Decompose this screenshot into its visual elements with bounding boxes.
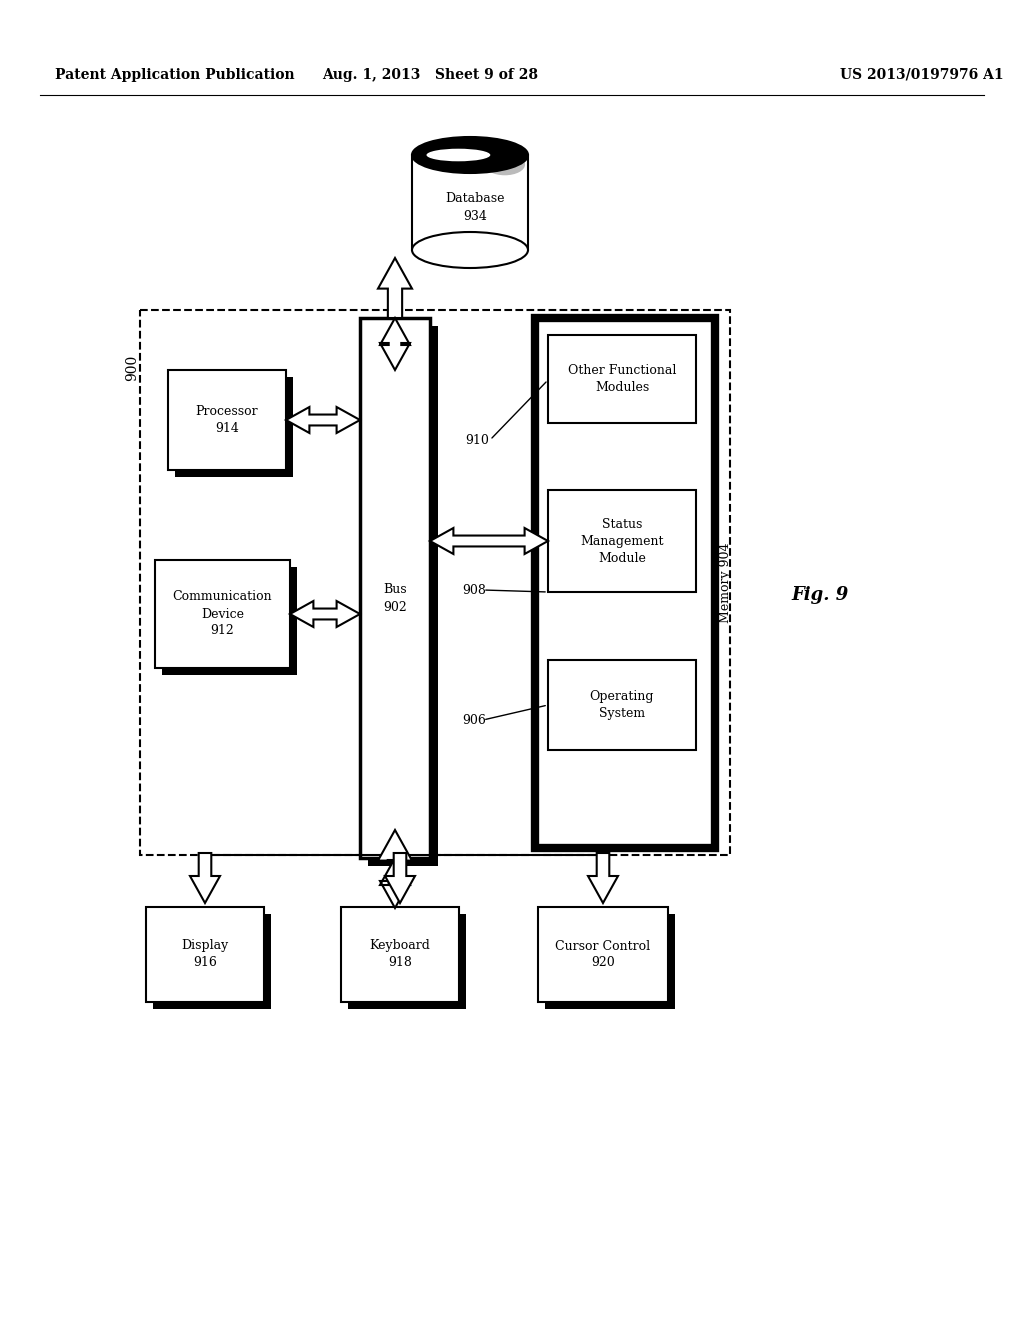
Bar (155, 560, 290, 668)
Text: US 2013/0197976 A1: US 2013/0197976 A1 (840, 69, 1004, 82)
Ellipse shape (427, 149, 490, 161)
Bar (368, 326, 438, 866)
Bar (548, 335, 696, 422)
Text: 900: 900 (125, 355, 139, 381)
Polygon shape (190, 853, 220, 903)
Bar (146, 907, 264, 1002)
Text: Status
Management
Module: Status Management Module (581, 517, 664, 565)
Text: 906: 906 (462, 714, 485, 726)
Text: Display
916: Display 916 (181, 940, 228, 969)
Text: Memory 904: Memory 904 (719, 543, 732, 623)
Bar (348, 913, 466, 1008)
Bar (360, 318, 430, 858)
Bar (545, 913, 675, 1008)
Text: Bus
902: Bus 902 (383, 583, 407, 614)
Text: Database
934: Database 934 (445, 191, 505, 223)
Polygon shape (378, 257, 412, 318)
Bar (140, 310, 730, 855)
Text: Cursor Control
920: Cursor Control 920 (555, 940, 650, 969)
Text: Keyboard
918: Keyboard 918 (370, 940, 430, 969)
Bar (548, 490, 696, 591)
Polygon shape (380, 318, 410, 370)
Bar (548, 660, 696, 750)
Text: 910: 910 (465, 433, 488, 446)
Bar (175, 378, 293, 477)
Bar (168, 370, 286, 470)
Polygon shape (286, 407, 360, 433)
Text: 908: 908 (462, 583, 485, 597)
Text: Operating
System: Operating System (590, 690, 654, 719)
Polygon shape (588, 853, 618, 903)
Text: Other Functional
Modules: Other Functional Modules (568, 364, 676, 393)
Bar (341, 907, 459, 1002)
Text: Communication
Device
912: Communication Device 912 (173, 590, 272, 638)
Polygon shape (378, 830, 412, 861)
Bar (162, 568, 297, 675)
Polygon shape (430, 528, 548, 554)
Ellipse shape (412, 137, 528, 173)
Text: Aug. 1, 2013   Sheet 9 of 28: Aug. 1, 2013 Sheet 9 of 28 (322, 69, 538, 82)
Ellipse shape (484, 153, 525, 176)
Polygon shape (380, 858, 410, 908)
Text: Fig. 9: Fig. 9 (792, 586, 849, 605)
Polygon shape (290, 601, 360, 627)
Text: Patent Application Publication: Patent Application Publication (55, 69, 295, 82)
Text: Processor
914: Processor 914 (196, 405, 258, 436)
Bar (535, 318, 715, 847)
Bar (153, 913, 271, 1008)
Polygon shape (385, 853, 415, 903)
Ellipse shape (412, 232, 528, 268)
Bar (412, 154, 528, 249)
Bar (538, 907, 668, 1002)
